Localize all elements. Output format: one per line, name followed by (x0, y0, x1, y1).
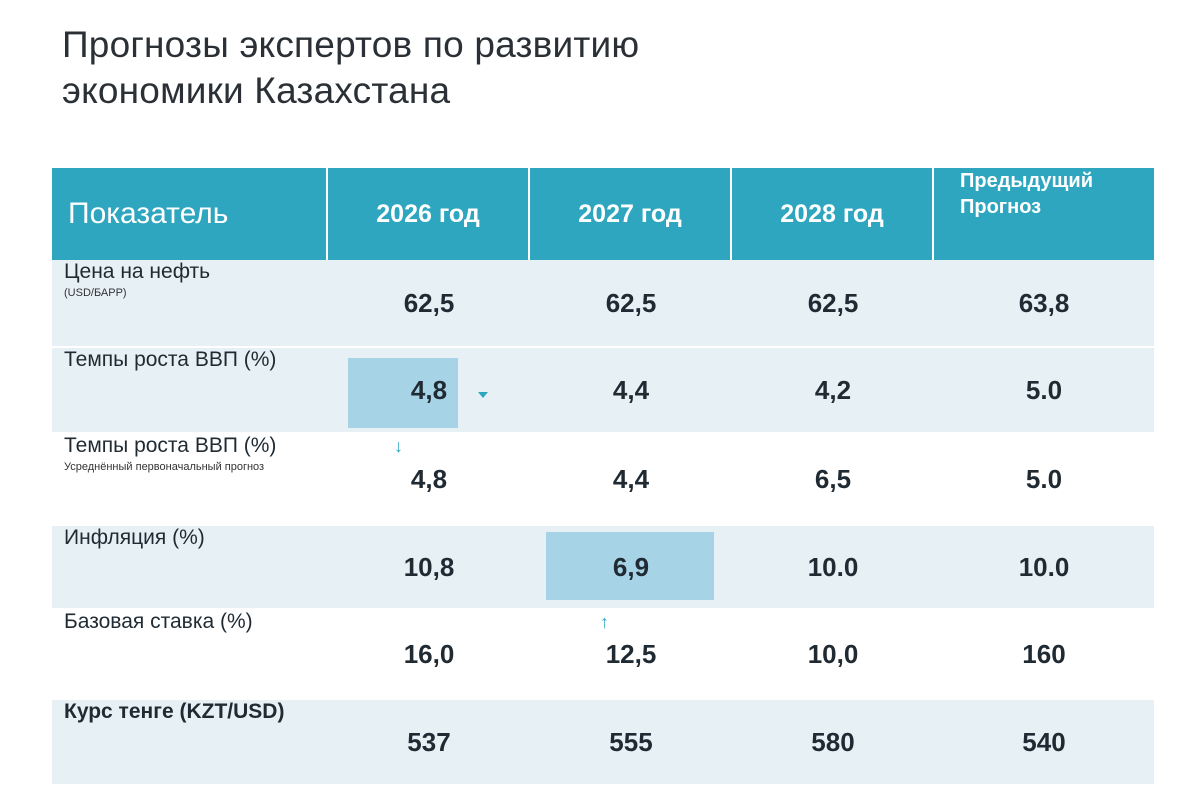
header-prev-line-1: Предыдущий (960, 170, 1094, 192)
value-2027: 4,4 (612, 463, 650, 494)
table-row: Базовая ставка (%) 16,0 ↑ 12,5 10,0 160 (52, 610, 1154, 700)
header-indicator: Показатель (52, 168, 328, 260)
forecast-table: Показатель 2026 год 2027 год 2028 год Пр… (52, 168, 1154, 786)
table-row: Инфляция (%) 10,8 6,9 10.0 10.0 (52, 526, 1154, 610)
value-2026: 4,8 (328, 348, 530, 432)
row-label: Базовая ставка (%) (52, 610, 328, 698)
arrow-up-icon: ↑ (600, 612, 609, 632)
value-2026: 62,5 (403, 287, 455, 318)
row-label: Темпы роста ВВП (%) (52, 348, 328, 432)
table-row: Цена на нефть (USD/БАРР) 62,5 62,5 62,5 … (52, 260, 1154, 348)
value-2027: 555 (609, 726, 653, 757)
value-2026: 16,0 (403, 638, 455, 669)
header-2027: 2027 год (530, 168, 732, 260)
title-line-2: экономики Казахстана (62, 70, 451, 111)
value-2027: 6,9 (530, 526, 732, 608)
value-2027: ↑ 12,5 (530, 610, 732, 698)
value-2028: 580 (811, 726, 855, 757)
page-title: Прогнозы экспертов по развитию экономики… (62, 22, 639, 114)
title-line-1: Прогнозы экспертов по развитию (62, 24, 640, 65)
header-2026: 2026 год (328, 168, 530, 260)
value-2027: 4,4 (612, 374, 650, 405)
row-label-text: Цена на нефть (64, 260, 211, 283)
header-previous-forecast: Предыдущий Прогноз (934, 168, 1154, 260)
value-previous: 5.0 (1025, 463, 1063, 494)
arrow-down-icon: ↓ (394, 436, 403, 456)
row-label: Цена на нефть (USD/БАРР) (52, 260, 328, 346)
header-prev-line-2: Прогноз (960, 196, 1042, 218)
value-2027: 62,5 (605, 287, 657, 318)
value-text: 12,5 (605, 638, 657, 669)
value-previous: 63,8 (1018, 287, 1070, 318)
value-2028: 62,5 (807, 287, 859, 318)
value-previous: 540 (1022, 726, 1066, 757)
value-text: 6,9 (612, 551, 650, 582)
value-2028: 10.0 (807, 551, 859, 582)
value-2026: 10,8 (403, 551, 455, 582)
caret-down-icon (478, 392, 488, 398)
row-label-text: Темпы роста ВВП (%) (64, 434, 277, 457)
table-header: Показатель 2026 год 2027 год 2028 год Пр… (52, 168, 1154, 260)
value-previous: 5.0 (1025, 374, 1063, 405)
value-2028: 10,0 (807, 638, 859, 669)
value-text: 4,8 (410, 374, 448, 405)
row-label-sub: Усреднённый первоначальный прогноз (64, 461, 265, 473)
row-label-text: Курс тенге (KZT/USD) (64, 700, 285, 723)
row-label-text: Инфляция (%) (64, 526, 205, 549)
table-row: Курс тенге (KZT/USD) 537 555 580 540 (52, 700, 1154, 786)
value-2028: 4,2 (814, 374, 852, 405)
row-label-text: Базовая ставка (%) (64, 610, 253, 633)
value-previous: 160 (1022, 638, 1066, 669)
table-row: Темпы роста ВВП (%) Усреднённый первонач… (52, 434, 1154, 526)
value-2026: 537 (407, 726, 451, 757)
header-2028: 2028 год (732, 168, 934, 260)
value-2026: ↓ 4,8 (328, 434, 530, 524)
highlight-box (546, 532, 714, 600)
table-row: Темпы роста ВВП (%) 4,8 4,4 4,2 5.0 (52, 348, 1154, 434)
row-label-sub: (USD/БАРР) (64, 287, 127, 299)
row-label: Инфляция (%) (52, 526, 328, 608)
row-label: Курс тенге (KZT/USD) (52, 700, 328, 784)
row-label: Темпы роста ВВП (%) Усреднённый первонач… (52, 434, 328, 524)
value-text: 4,8 (410, 463, 448, 494)
value-previous: 10.0 (1018, 551, 1070, 582)
value-2028: 6,5 (814, 463, 852, 494)
row-label-text: Темпы роста ВВП (%) (64, 348, 277, 371)
highlight-box (348, 358, 458, 428)
